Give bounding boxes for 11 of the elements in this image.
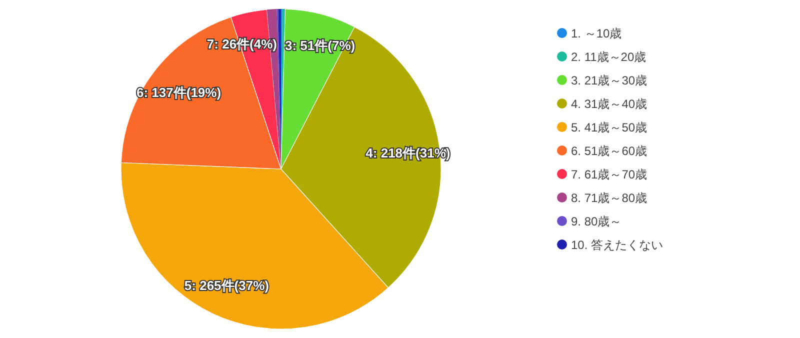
legend-label: 10. 答えたくない	[571, 238, 664, 252]
data-label: 5: 265件(37%)	[184, 278, 269, 293]
legend-label: 3. 21歳～30歳	[571, 74, 648, 88]
legend-label: 1. ～10歳	[571, 26, 622, 40]
legend-label: 6. 51歳～60歳	[571, 144, 648, 158]
legend-label: 5. 41歳～50歳	[571, 120, 648, 134]
legend-label: 4. 31歳～40歳	[571, 97, 648, 111]
legend-label: 2. 11歳～20歳	[571, 50, 646, 64]
legend-label: 8. 71歳～80歳	[571, 191, 648, 205]
legend-label: 7. 61歳～70歳	[571, 168, 648, 182]
legend-label: 9. 80歳～	[571, 214, 622, 228]
